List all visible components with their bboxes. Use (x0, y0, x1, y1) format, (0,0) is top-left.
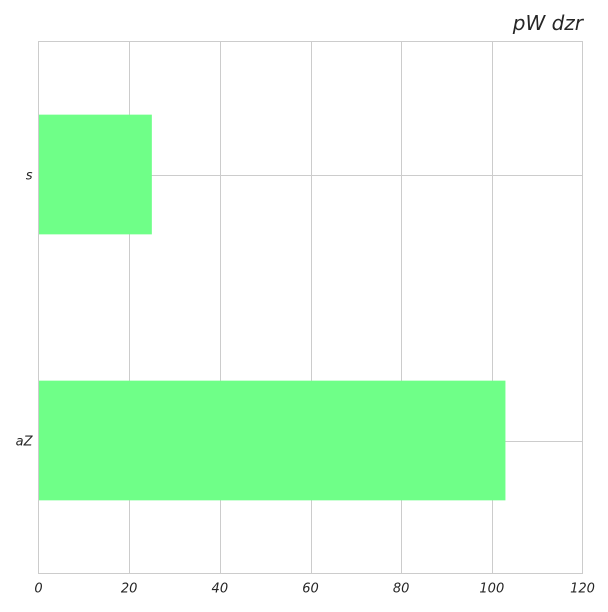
x-tick-label-4: 80 (393, 582, 410, 597)
x-tick-labels: 0 20 40 60 80 100 120 (34, 582, 595, 597)
bar-s (38, 114, 152, 235)
bar-aZ (38, 380, 506, 501)
y-tick-labels: s aZ (16, 169, 34, 450)
bar-layer (38, 114, 506, 501)
chart-title: pW dzr (512, 11, 585, 35)
y-tick-label-0: s (26, 169, 33, 184)
x-tick-label-3: 60 (302, 582, 319, 597)
x-tick-label-5: 100 (479, 582, 504, 597)
plot-frame (38, 41, 583, 574)
x-tick-label-1: 20 (121, 582, 138, 597)
x-tick-label-2: 40 (212, 582, 229, 597)
y-tick-label-1: aZ (16, 435, 34, 450)
x-tick-label-0: 0 (34, 582, 42, 597)
x-tick-label-6: 120 (570, 582, 595, 597)
